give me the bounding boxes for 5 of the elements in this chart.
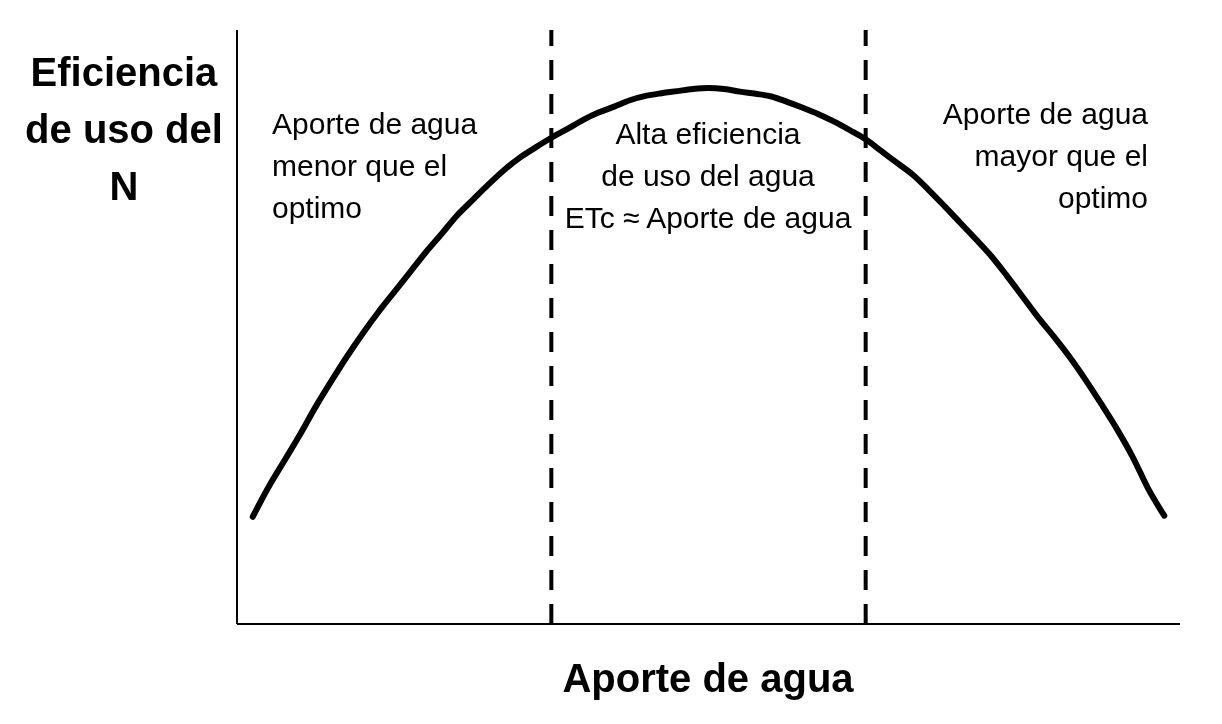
annotation: Aporte de agua menor que el optimo: [272, 107, 478, 224]
x-axis-title: Aporte de agua: [561, 655, 855, 702]
annotation: Alta eficiencia de uso del agua ETc ≈ Aporte de agua: [563, 116, 853, 236]
annotation: Aporte de agua mayor que el optimo: [942, 97, 1148, 214]
y-axis-title: Eficiencia de uso del N: [24, 49, 224, 210]
